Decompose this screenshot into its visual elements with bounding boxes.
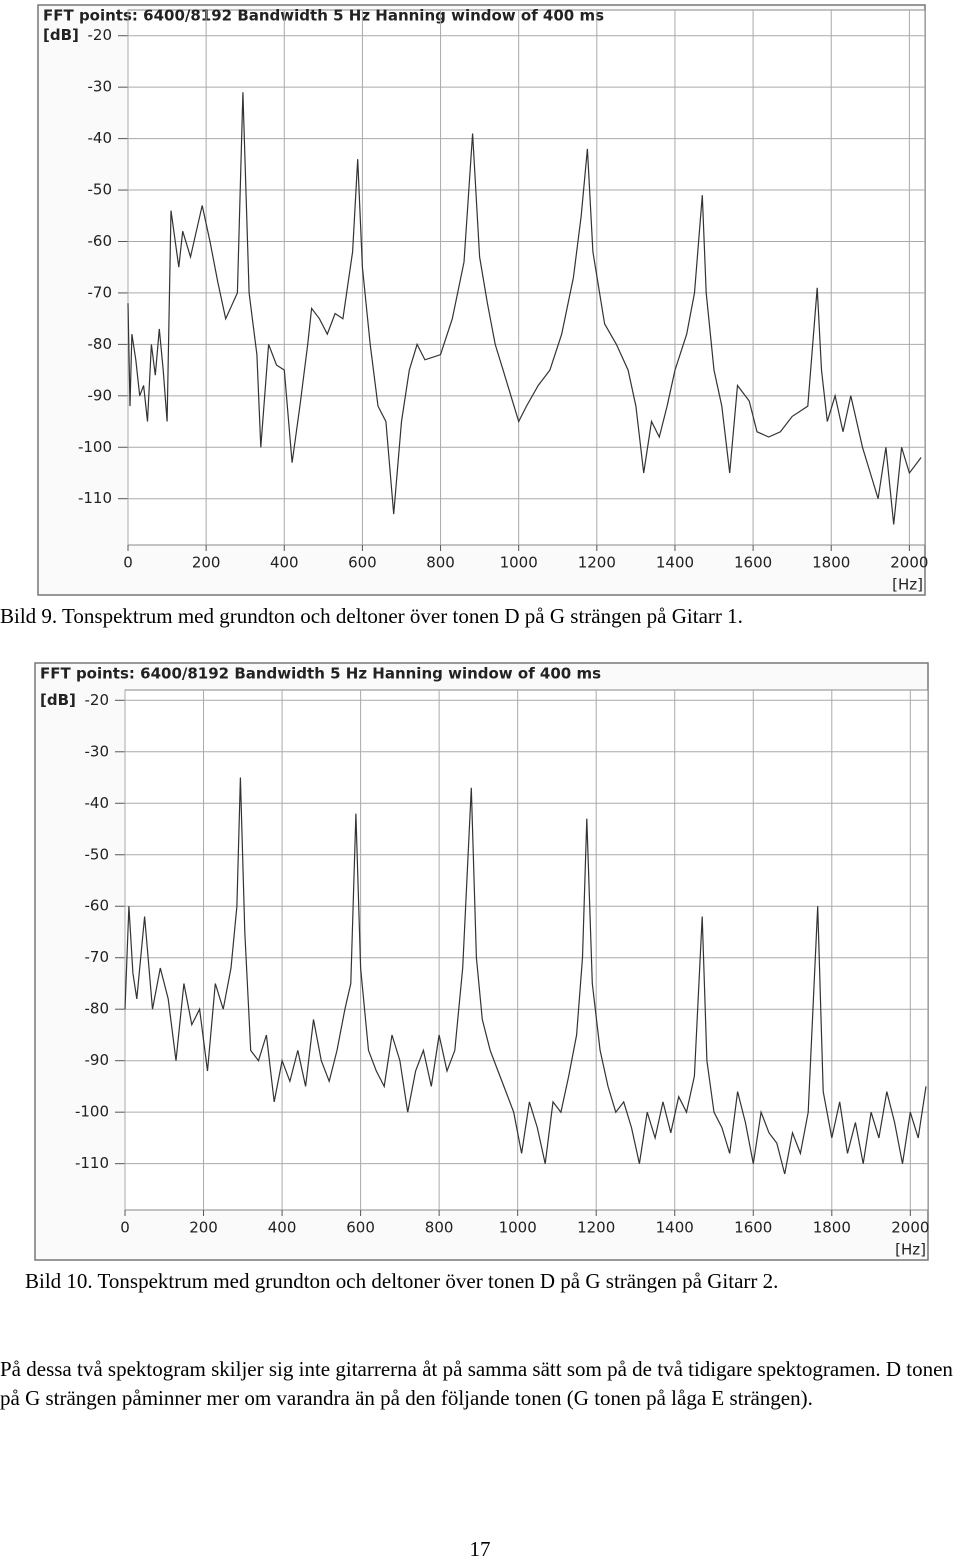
y-axis-label: [dB] — [43, 26, 79, 44]
y-tick-label: -40 — [85, 794, 110, 812]
x-tick-label: 1400 — [656, 1219, 694, 1237]
x-tick-label: 1800 — [813, 1219, 851, 1237]
caption: Bild 10. Tonspektrum med grundton och de… — [25, 1269, 779, 1293]
plot-area — [127, 9, 926, 546]
caption: Bild 9. Tonspektrum med grundton och del… — [0, 604, 743, 628]
x-tick-label: 200 — [189, 1219, 218, 1237]
x-tick-label: 400 — [270, 554, 299, 572]
y-tick-label: -60 — [88, 232, 113, 250]
y-tick-label: -70 — [85, 948, 110, 966]
y-tick-label: -60 — [85, 897, 110, 915]
x-tick-label: 1600 — [734, 554, 772, 572]
x-tick-label: 1400 — [656, 554, 694, 572]
spectrum-line — [124, 777, 927, 1175]
x-tick-label: 1600 — [734, 1219, 772, 1237]
x-tick-label: 0 — [123, 554, 133, 572]
x-tick-label: 600 — [348, 554, 377, 572]
paragraph: På dessa två spektogram skiljer sig inte… — [0, 1357, 953, 1410]
x-tick-label: 600 — [346, 1219, 375, 1237]
y-tick-label: -100 — [78, 438, 112, 456]
x-axis-label: [Hz] — [892, 576, 923, 594]
y-axis-label: [dB] — [40, 691, 76, 709]
x-tick-label: 400 — [268, 1219, 297, 1237]
y-tick-label: -110 — [78, 489, 112, 507]
spectrum-line — [127, 92, 922, 525]
x-tick-label: 800 — [426, 554, 455, 572]
page-number: 17 — [469, 1537, 491, 1561]
y-tick-label: -70 — [88, 283, 113, 301]
x-tick-label: 1800 — [812, 554, 850, 572]
y-tick-label: -80 — [88, 335, 113, 353]
x-tick-label: 2000 — [891, 1219, 929, 1237]
x-tick-label: 0 — [120, 1219, 130, 1237]
x-tick-label: 800 — [425, 1219, 454, 1237]
y-tick-label: -20 — [88, 26, 113, 44]
y-tick-label: -80 — [85, 1000, 110, 1018]
x-tick-label: 1000 — [499, 1219, 537, 1237]
y-tick-label: -90 — [85, 1051, 110, 1069]
x-tick-label: 2000 — [890, 554, 928, 572]
y-tick-label: -100 — [75, 1103, 109, 1121]
x-tick-label: 1000 — [500, 554, 538, 572]
y-tick-label: -30 — [85, 742, 110, 760]
x-tick-label: 1200 — [578, 554, 616, 572]
charts: FFT points: 6400/8192 Bandwidth 5 Hz Han… — [34, 4, 929, 1261]
y-tick-label: -40 — [88, 129, 113, 147]
y-tick-label: -110 — [75, 1154, 109, 1172]
x-tick-label: 1200 — [577, 1219, 615, 1237]
chart-title: FFT points: 6400/8192 Bandwidth 5 Hz Han… — [40, 665, 601, 683]
y-tick-label: -50 — [88, 181, 113, 199]
y-tick-label: -20 — [85, 691, 110, 709]
x-axis-label: [Hz] — [895, 1241, 926, 1259]
y-tick-label: -90 — [88, 386, 113, 404]
x-tick-label: 200 — [192, 554, 221, 572]
y-tick-label: -30 — [88, 78, 113, 96]
chart-title: FFT points: 6400/8192 Bandwidth 5 Hz Han… — [43, 7, 604, 25]
y-tick-label: -50 — [85, 845, 110, 863]
